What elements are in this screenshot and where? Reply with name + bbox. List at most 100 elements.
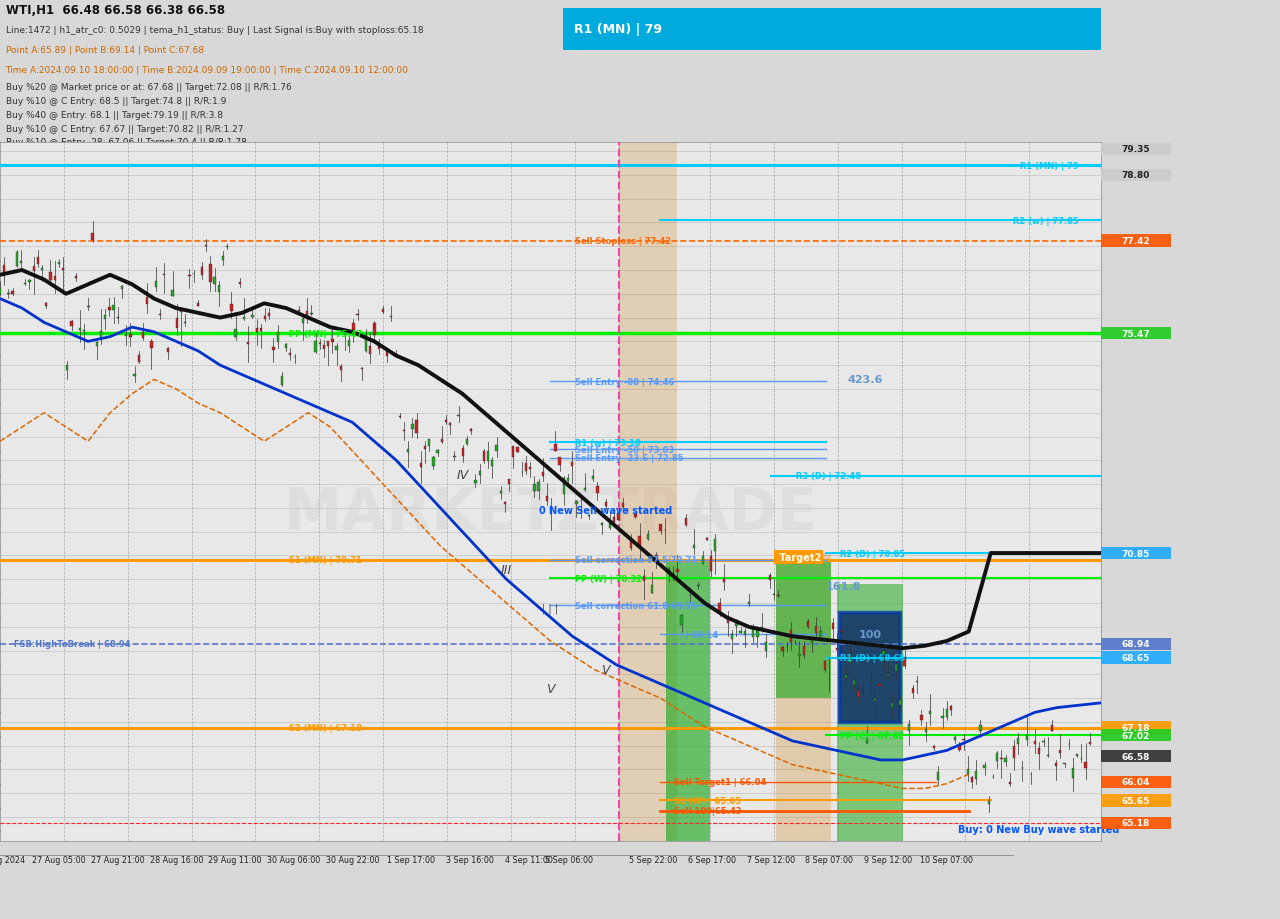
Bar — [676, 569, 678, 572]
Bar — [735, 620, 737, 627]
Bar — [832, 623, 835, 630]
Bar — [175, 319, 178, 329]
Bar — [849, 657, 851, 664]
Bar — [983, 765, 986, 768]
Text: WTI,H1  66.48 66.58 66.38 66.58: WTI,H1 66.48 66.58 66.38 66.58 — [5, 5, 224, 17]
Bar — [411, 425, 413, 430]
Bar — [966, 769, 969, 775]
Bar — [812, 640, 813, 643]
Bar — [748, 603, 750, 605]
Bar — [634, 514, 636, 517]
Bar — [924, 729, 927, 732]
Bar — [714, 539, 717, 551]
Bar — [433, 458, 434, 466]
Bar — [37, 257, 38, 265]
Bar — [306, 312, 308, 320]
Bar — [8, 294, 9, 295]
Bar — [1038, 749, 1041, 754]
Bar — [819, 631, 822, 637]
Bar — [109, 308, 110, 311]
Bar — [685, 518, 687, 526]
Bar — [1059, 750, 1061, 754]
Bar — [276, 333, 279, 343]
Bar — [529, 467, 531, 469]
Bar — [91, 233, 93, 241]
Bar — [1101, 143, 1171, 155]
Bar — [96, 343, 99, 346]
Bar — [512, 447, 515, 457]
Bar — [54, 277, 56, 281]
Bar — [504, 502, 506, 504]
Text: | | |: | | | — [543, 603, 558, 613]
Bar — [197, 303, 198, 306]
Text: 423.6: 423.6 — [847, 375, 883, 385]
Bar — [575, 502, 577, 505]
Text: 1 Sep 17:00: 1 Sep 17:00 — [387, 855, 435, 864]
Bar — [378, 346, 380, 349]
Bar — [445, 421, 447, 422]
Bar — [937, 772, 940, 780]
Bar — [113, 306, 115, 311]
Text: 78.80: 78.80 — [1121, 171, 1151, 180]
Bar — [652, 585, 653, 594]
Text: R1 (MN) | 79: R1 (MN) | 79 — [573, 23, 662, 37]
Bar — [756, 630, 759, 637]
Bar — [731, 635, 733, 639]
Bar — [15, 253, 18, 267]
Text: 4 Sep 11:00: 4 Sep 11:00 — [504, 855, 553, 864]
Bar — [681, 616, 682, 626]
Bar — [214, 278, 216, 284]
Bar — [950, 706, 952, 710]
Bar — [508, 480, 511, 484]
Bar — [365, 335, 367, 352]
Text: IV: IV — [456, 469, 468, 482]
Bar — [946, 709, 948, 718]
Text: Line:1472 | h1_atr_c0: 0.5029 | tema_h1_status: Buy | Last Signal is:Buy with st: Line:1472 | h1_atr_c0: 0.5029 | tema_h1_… — [5, 26, 424, 35]
Bar — [1025, 735, 1028, 740]
Bar — [238, 282, 241, 284]
Bar — [646, 535, 649, 539]
Bar — [440, 439, 443, 443]
Text: 0 New Sell wave started: 0 New Sell wave started — [539, 505, 673, 516]
Bar — [933, 746, 936, 748]
Bar — [1005, 758, 1007, 762]
Text: MARKETZTRADE: MARKETZTRADE — [283, 484, 818, 541]
Bar — [596, 486, 599, 494]
Bar — [916, 681, 919, 682]
Bar — [571, 463, 573, 466]
Bar — [453, 456, 456, 458]
Bar — [1009, 782, 1011, 784]
Bar — [534, 484, 535, 492]
Bar — [618, 142, 677, 841]
Bar — [486, 451, 489, 461]
Bar — [260, 328, 262, 332]
Bar — [1012, 746, 1015, 758]
Bar — [1101, 817, 1171, 829]
Bar — [803, 647, 805, 655]
Bar — [58, 263, 60, 265]
Bar — [882, 652, 884, 654]
Bar — [479, 472, 481, 475]
Bar — [41, 268, 44, 271]
Bar — [626, 511, 628, 512]
Text: S2 (MN) | 67.18: S2 (MN) | 67.18 — [287, 723, 362, 732]
Bar — [315, 342, 316, 353]
Bar — [666, 560, 710, 841]
Bar — [280, 376, 283, 385]
Bar — [155, 281, 157, 288]
Bar — [457, 415, 460, 416]
Bar — [1084, 762, 1087, 768]
Bar — [138, 356, 140, 362]
Bar — [436, 450, 439, 453]
Text: Buy %10 @ C Entry: 67.67 || Target:70.82 || R/R:1.27: Buy %10 @ C Entry: 67.67 || Target:70.82… — [5, 125, 243, 134]
Bar — [381, 310, 384, 312]
Text: Sell 100|65.43: Sell 100|65.43 — [672, 807, 742, 815]
Bar — [1101, 750, 1171, 763]
Text: 27 Aug 05:00: 27 Aug 05:00 — [32, 855, 86, 864]
Bar — [852, 681, 855, 686]
Bar — [710, 557, 712, 572]
Bar — [655, 556, 658, 561]
Bar — [104, 315, 106, 320]
Bar — [335, 346, 338, 351]
Bar — [221, 256, 224, 260]
